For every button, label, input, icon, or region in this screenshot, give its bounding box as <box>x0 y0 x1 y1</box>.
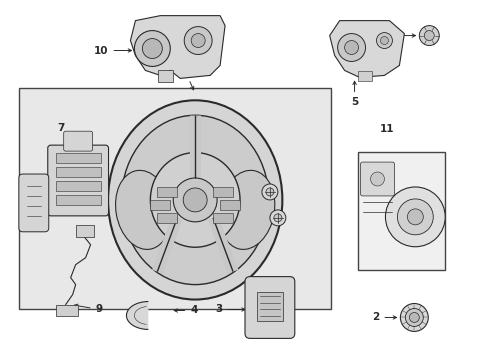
Bar <box>56 167 101 177</box>
Text: 3: 3 <box>214 305 244 315</box>
Circle shape <box>424 31 433 41</box>
Circle shape <box>408 312 419 323</box>
Circle shape <box>262 184 277 200</box>
Ellipse shape <box>150 153 240 247</box>
Circle shape <box>405 309 423 327</box>
Text: 10: 10 <box>94 45 131 55</box>
Bar <box>213 213 233 223</box>
Text: 4: 4 <box>174 306 197 315</box>
FancyBboxPatch shape <box>244 276 294 338</box>
Bar <box>56 153 101 163</box>
Bar <box>76 225 93 237</box>
Circle shape <box>407 209 423 225</box>
Circle shape <box>337 33 365 62</box>
Bar <box>19 88 330 310</box>
Circle shape <box>273 214 281 222</box>
Text: 8: 8 <box>48 198 72 208</box>
FancyBboxPatch shape <box>48 145 108 216</box>
Text: 6: 6 <box>386 31 415 41</box>
Bar <box>213 187 233 197</box>
Ellipse shape <box>108 100 282 300</box>
FancyBboxPatch shape <box>19 174 49 232</box>
Text: 1: 1 <box>181 66 193 90</box>
Polygon shape <box>329 21 404 77</box>
Text: 5: 5 <box>350 81 358 107</box>
Circle shape <box>419 26 438 45</box>
Bar <box>56 181 101 191</box>
Circle shape <box>376 32 392 49</box>
FancyBboxPatch shape <box>360 162 394 196</box>
Circle shape <box>142 39 162 58</box>
Text: 7: 7 <box>57 123 69 145</box>
Text: 2: 2 <box>371 312 396 323</box>
Circle shape <box>191 33 205 48</box>
Ellipse shape <box>115 170 171 249</box>
Bar <box>157 213 177 223</box>
Circle shape <box>265 188 273 196</box>
Polygon shape <box>126 302 148 329</box>
Bar <box>150 200 170 210</box>
Ellipse shape <box>121 115 268 285</box>
Bar <box>158 71 173 82</box>
Bar <box>256 292 282 321</box>
Circle shape <box>380 37 387 45</box>
Bar <box>357 152 444 270</box>
Bar <box>157 187 177 197</box>
Circle shape <box>184 27 212 54</box>
Bar <box>220 200 240 210</box>
Circle shape <box>344 41 358 54</box>
Bar <box>357 71 371 81</box>
Circle shape <box>397 199 432 235</box>
Text: 9: 9 <box>74 304 102 315</box>
Circle shape <box>173 178 217 222</box>
Circle shape <box>134 31 170 67</box>
Circle shape <box>269 210 285 226</box>
Bar <box>56 195 101 205</box>
Polygon shape <box>130 15 224 78</box>
Circle shape <box>385 187 444 247</box>
Circle shape <box>370 172 384 186</box>
Circle shape <box>183 188 207 212</box>
Text: 11: 11 <box>379 124 394 134</box>
Bar <box>56 305 78 316</box>
Ellipse shape <box>219 170 274 249</box>
Circle shape <box>400 303 427 332</box>
FancyBboxPatch shape <box>63 131 92 151</box>
